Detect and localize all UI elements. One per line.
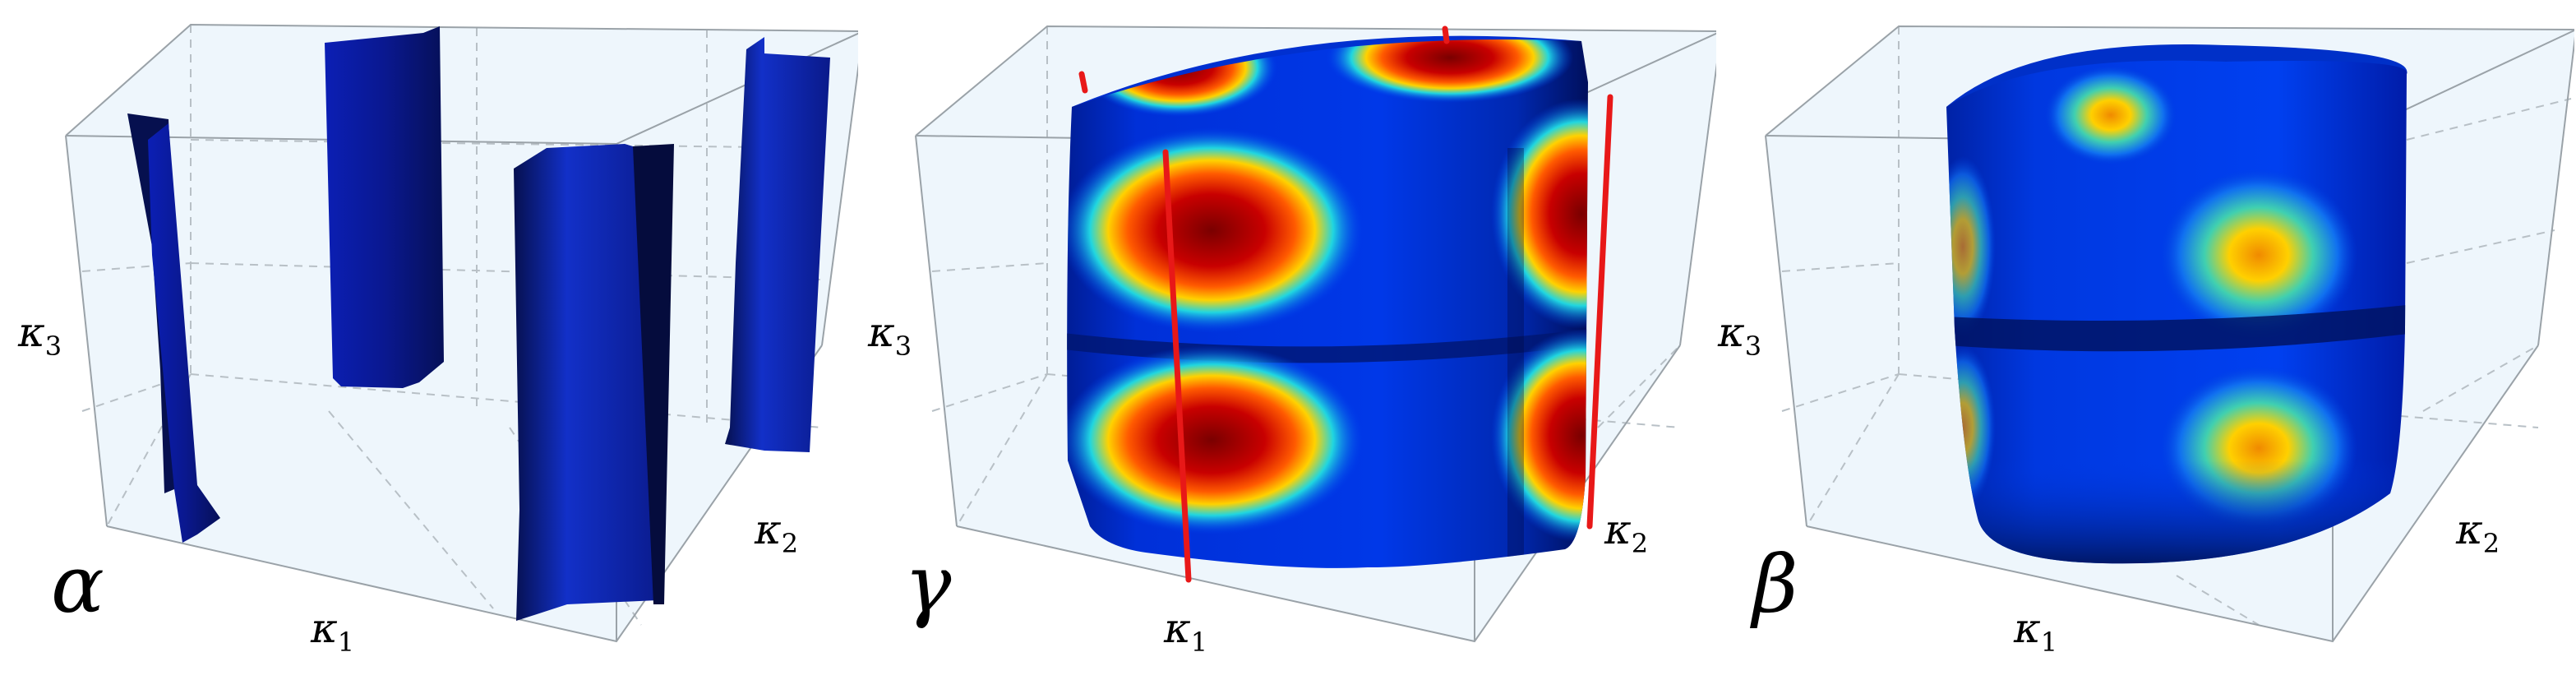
gamma-panel-label: γ bbox=[904, 539, 952, 631]
alpha-axis-k3: κ3 bbox=[18, 308, 62, 363]
beta-hot-spot bbox=[2045, 66, 2177, 164]
alpha-sheets bbox=[127, 26, 830, 621]
alpha-sheet-front bbox=[514, 144, 666, 621]
alpha-sheet-left bbox=[148, 123, 220, 543]
gamma-red-line bbox=[1162, 149, 1192, 583]
alpha-panel-label: α bbox=[51, 539, 104, 631]
gamma-axis-k3: κ3 bbox=[868, 308, 912, 363]
beta-plot bbox=[1765, 25, 2574, 643]
beta-axis-k3: κ3 bbox=[1718, 308, 1762, 363]
gamma-red-line bbox=[1586, 94, 1613, 530]
gamma-surface bbox=[1067, 35, 1588, 568]
beta-hot-spot bbox=[2160, 169, 2357, 341]
alpha-sheet-right bbox=[725, 37, 830, 452]
gamma-hot-spot bbox=[1067, 127, 1364, 333]
gamma-red-line bbox=[1442, 25, 1450, 44]
gamma-hot-spot bbox=[1327, 39, 1573, 103]
gamma-hot-spot bbox=[1491, 329, 1588, 543]
beta-axis-k1: κ1 bbox=[2014, 604, 2058, 659]
gamma-plot bbox=[915, 25, 1716, 643]
gamma-hot-spot bbox=[1067, 345, 1364, 534]
gamma-axis-k1: κ1 bbox=[1164, 604, 1208, 659]
beta-surface bbox=[1946, 44, 2407, 564]
alpha-sheet-back bbox=[325, 26, 444, 388]
panel-alpha: κ3 κ1 κ2 α bbox=[0, 0, 858, 680]
alpha-plot bbox=[65, 23, 858, 643]
gamma-axis-k2: κ2 bbox=[1604, 506, 1649, 560]
beta-axis-k2: κ2 bbox=[2456, 506, 2500, 560]
panel-beta: κ3 κ1 κ2 β bbox=[1716, 0, 2574, 680]
gamma-red-line bbox=[1078, 71, 1088, 94]
gamma-red-lines bbox=[1078, 25, 1613, 583]
alpha-axis-k2: κ2 bbox=[755, 506, 799, 560]
beta-panel-label: β bbox=[1752, 539, 1798, 631]
panel-gamma: κ3 κ1 κ2 γ bbox=[858, 0, 1716, 680]
gamma-hot-spot bbox=[1491, 99, 1588, 329]
alpha-axis-k1: κ1 bbox=[311, 604, 355, 659]
